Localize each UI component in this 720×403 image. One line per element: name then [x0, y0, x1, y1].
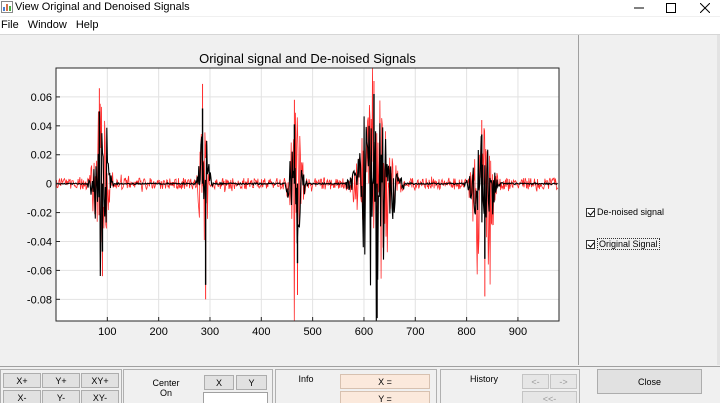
zoom-xy-plus-button[interactable]: XY+ — [81, 373, 119, 388]
zoom-panel: X+ Y+ XY+ X- Y- XY- — [0, 369, 122, 403]
zoom-y-plus-button[interactable]: Y+ — [42, 373, 80, 388]
center-value-field[interactable] — [203, 392, 268, 403]
x-tick-label-5: 600 — [355, 326, 373, 338]
title-bar: View Original and Denoised Signals — [0, 0, 720, 16]
chart-title: Original signal and De-noised Signals — [199, 51, 416, 66]
denoised-checkbox-box[interactable] — [586, 207, 595, 217]
close-window-button[interactable] — [690, 0, 720, 16]
menu-separator — [0, 34, 720, 35]
zoom-xy-minus-button[interactable]: XY- — [81, 390, 119, 403]
history-label: History — [469, 374, 498, 384]
window-title: View Original and Denoised Signals — [15, 1, 190, 13]
matlab-icon — [1, 1, 13, 13]
x-tick-label-8: 900 — [509, 326, 527, 338]
center-label-line2: On — [159, 388, 172, 398]
zoom-y-minus-button[interactable]: Y- — [42, 390, 80, 403]
y-tick-label-3: 0 — [46, 179, 52, 191]
info-x-field: X = — [340, 374, 430, 389]
denoised-signal-line — [56, 116, 558, 322]
denoised-checkbox-label: De-noised signal — [597, 207, 665, 217]
info-panel: Info X = Y = — [275, 369, 437, 403]
y-tick-label-7: -0.08 — [27, 294, 52, 306]
history-back-button[interactable]: <- — [522, 374, 549, 389]
info-label: Info — [298, 374, 314, 384]
center-on-panel: Center On X Y — [123, 369, 273, 403]
original-checkbox[interactable]: Original Signal — [586, 238, 660, 250]
x-tick-label-4: 500 — [303, 326, 321, 338]
center-x-button[interactable]: X — [204, 375, 234, 390]
y-tick-label-1: 0.04 — [31, 121, 52, 133]
center-label-line1: Center — [152, 378, 180, 388]
maximize-button[interactable] — [656, 0, 686, 16]
history-back-all-button[interactable]: <<- — [522, 391, 577, 403]
menu-window[interactable]: Window — [27, 19, 67, 31]
y-tick-label-0: 0.06 — [31, 92, 52, 104]
menu-file[interactable]: File — [1, 19, 19, 31]
x-tick-label-1: 200 — [149, 326, 167, 338]
zoom-x-plus-button[interactable]: X+ — [3, 373, 41, 388]
y-tick-label-5: -0.04 — [27, 236, 52, 248]
history-panel: History <- -> <<- — [440, 369, 580, 403]
bottom-toolbar: X+ Y+ XY+ X- Y- XY- Center On X Y Info X… — [0, 366, 720, 403]
center-y-button[interactable]: Y — [236, 375, 267, 390]
x-tick-label-7: 800 — [457, 326, 475, 338]
menu-bar: File Window Help — [0, 17, 720, 34]
right-panel: De-noised signal Original Signal — [578, 35, 720, 365]
zoom-x-minus-button[interactable]: X- — [3, 390, 41, 403]
history-forward-button[interactable]: -> — [550, 374, 577, 389]
plot-border — [55, 67, 560, 322]
x-tick-label-0: 100 — [98, 326, 116, 338]
menu-help[interactable]: Help — [75, 19, 99, 31]
info-y-field: Y = — [340, 391, 430, 403]
y-tick-label-2: 0.02 — [31, 150, 52, 162]
original-checkbox-box[interactable] — [586, 239, 595, 249]
x-tick-label-3: 400 — [252, 326, 270, 338]
x-tick-label-2: 300 — [201, 326, 219, 338]
axes-panel: Original signal and De-noised Signals 100… — [0, 35, 578, 365]
y-tick-label-6: -0.06 — [27, 265, 52, 277]
x-tick-label-6: 700 — [406, 326, 424, 338]
minimize-button[interactable] — [624, 0, 654, 16]
signal-chart[interactable]: Original signal and De-noised Signals 100… — [0, 35, 578, 365]
original-checkbox-label: Original Signal — [597, 238, 660, 250]
denoised-checkbox[interactable]: De-noised signal — [586, 207, 664, 217]
y-tick-label-4: -0.02 — [27, 208, 52, 220]
panel-edge — [717, 35, 720, 365]
center-on-label: Center On — [142, 378, 190, 398]
close-button[interactable]: Close — [597, 369, 702, 394]
